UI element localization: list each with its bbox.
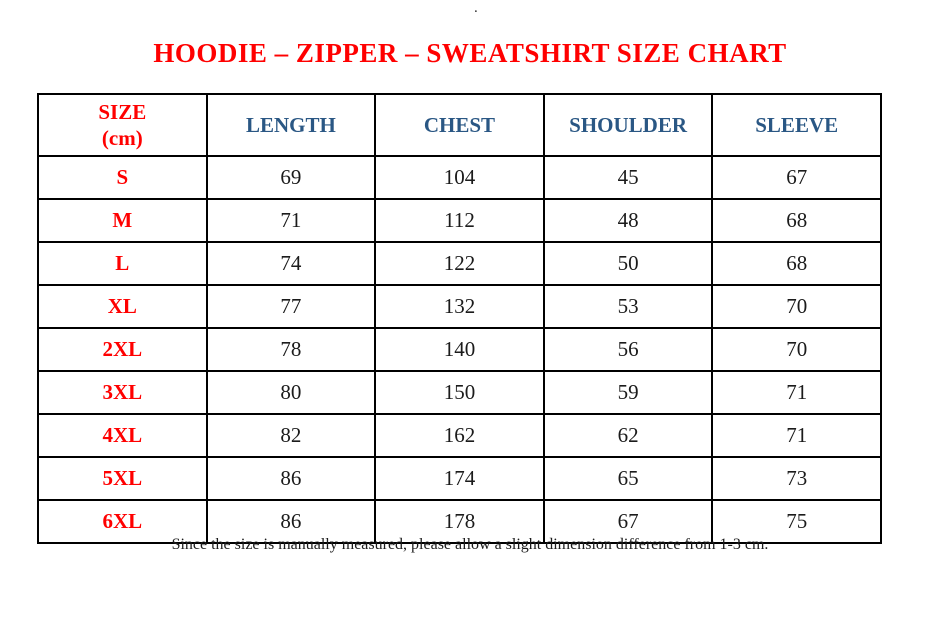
table-cell: 45 <box>542 155 714 200</box>
table-cell: 86 <box>205 499 377 544</box>
table-cell: 74 <box>205 241 377 286</box>
table-row: 2XL 78 140 56 70 <box>37 327 882 372</box>
table-cell: 104 <box>374 155 545 200</box>
table-cell: 71 <box>711 413 882 458</box>
header-cell-size: SIZE (cm) <box>37 93 208 157</box>
header-cell-shoulder: SHOULDER <box>542 93 714 157</box>
table-cell: 75 <box>711 499 882 544</box>
size-header-unit: (cm) <box>101 126 143 150</box>
table-cell: 174 <box>374 456 545 501</box>
size-label-cell: 2XL <box>37 327 208 372</box>
table-cell: 68 <box>711 241 882 286</box>
header-cell-sleeve: SLEEVE <box>711 93 882 157</box>
table-cell: 71 <box>205 198 377 243</box>
size-chart-table: SIZE (cm) LENGTH CHEST SHOULDER SLEEVE S… <box>37 93 882 544</box>
table-row: S 69 104 45 67 <box>37 155 882 200</box>
table-cell: 80 <box>205 370 377 415</box>
table-cell: 67 <box>542 499 714 544</box>
table-cell: 77 <box>205 284 377 329</box>
size-label-cell: L <box>37 241 208 286</box>
table-cell: 67 <box>711 155 882 200</box>
table-cell: 48 <box>542 198 714 243</box>
footnote: Since the size is manually measured, ple… <box>171 536 769 553</box>
size-label-cell: 3XL <box>37 370 208 415</box>
table-cell: 140 <box>374 327 545 372</box>
table-row: 5XL 86 174 65 73 <box>37 456 882 501</box>
top-dot: . <box>474 0 478 16</box>
table-cell: 73 <box>711 456 882 501</box>
table-cell: 82 <box>205 413 377 458</box>
table-cell: 53 <box>542 284 714 329</box>
size-header-label: SIZE <box>98 100 147 124</box>
table-cell: 112 <box>374 198 545 243</box>
table-row: M 71 112 48 68 <box>37 198 882 243</box>
table-cell: 62 <box>542 413 714 458</box>
header-cell-length: LENGTH <box>205 93 377 157</box>
table-cell: 162 <box>374 413 545 458</box>
table-cell: 150 <box>374 370 545 415</box>
size-label-cell: 4XL <box>37 413 208 458</box>
header-row: SIZE (cm) LENGTH CHEST SHOULDER SLEEVE <box>37 93 882 157</box>
table-cell: 178 <box>374 499 545 544</box>
page-title: HOODIE – ZIPPER – SWEATSHIRT SIZE CHART <box>153 38 787 68</box>
table-cell: 50 <box>542 241 714 286</box>
table-cell: 69 <box>205 155 377 200</box>
size-label-cell: M <box>37 198 208 243</box>
table-row: 3XL 80 150 59 71 <box>37 370 882 415</box>
table-cell: 78 <box>205 327 377 372</box>
header-cell-chest: CHEST <box>374 93 545 157</box>
table-cell: 56 <box>542 327 714 372</box>
table-cell: 122 <box>374 241 545 286</box>
table-cell: 132 <box>374 284 545 329</box>
table-row: 6XL 86 178 67 75 <box>37 499 882 544</box>
table-cell: 65 <box>542 456 714 501</box>
size-label-cell: XL <box>37 284 208 329</box>
table-row: 4XL 82 162 62 71 <box>37 413 882 458</box>
size-label-cell: 5XL <box>37 456 208 501</box>
table-cell: 86 <box>205 456 377 501</box>
table-cell: 68 <box>711 198 882 243</box>
table-row: L 74 122 50 68 <box>37 241 882 286</box>
table-cell: 70 <box>711 327 882 372</box>
table-cell: 71 <box>711 370 882 415</box>
table-cell: 70 <box>711 284 882 329</box>
size-label-cell: 6XL <box>37 499 208 544</box>
table-cell: 59 <box>542 370 714 415</box>
table-row: XL 77 132 53 70 <box>37 284 882 329</box>
size-label-cell: S <box>37 155 208 200</box>
